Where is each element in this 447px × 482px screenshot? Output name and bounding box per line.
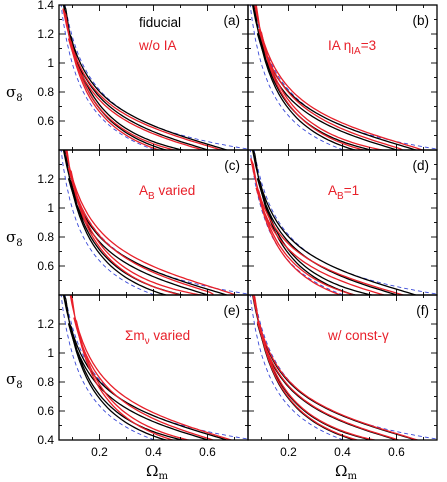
xlabel-col1: Ωm: [146, 462, 168, 482]
variant-outer-contour: [69, 295, 234, 440]
panel-a: 0.6 0.8 1 1.2 1.4 (a) fiducial w/o IA: [37, 0, 249, 151]
contours: [249, 150, 437, 295]
contours: [249, 295, 437, 440]
panel-d: (d) AB=1: [247, 149, 438, 296]
prior-band-lower: [60, 150, 156, 295]
y-tick-label: 1.2: [37, 27, 54, 41]
xlabel-col2: Ωm: [335, 462, 357, 482]
x-tick-label: 0.6: [388, 445, 405, 459]
panel-frame: [247, 294, 438, 441]
y-tick-label: 0.8: [37, 375, 54, 389]
variant-inner-contour: [67, 38, 205, 150]
prior-band-lower: [249, 295, 345, 440]
fiducial-outer-contour: [251, 5, 418, 150]
fiducial-inner-contour: [67, 322, 210, 440]
panel-e: 0.6 0.8 1 1.2 0.4 0.2 0.4 0.6 (e) Σmν varied: [37, 294, 249, 459]
panel-f: 0.2 0.4 0.6 (f) w/ const-γ: [247, 294, 438, 459]
fiducial-inner-contour: [67, 32, 210, 150]
y-tick-label: 1.2: [37, 317, 54, 331]
y-tick-label: 1.4: [37, 0, 54, 12]
panel-variant-label: IA ηIA=3: [328, 38, 376, 57]
x-tick-label: 0.2: [280, 445, 297, 459]
prior-band-lower: [60, 295, 156, 440]
fiducial-outer-contour: [62, 5, 229, 150]
panel-tag: (b): [413, 13, 430, 28]
x-tick-label: 0.6: [199, 445, 216, 459]
variant-outer-contour: [65, 150, 238, 295]
variant-inner-contour: [67, 167, 214, 295]
legend-wo-ia: w/o IA: [138, 38, 177, 53]
contours: [60, 150, 248, 295]
contours: [249, 5, 437, 150]
variant-inner-contour: [258, 28, 404, 150]
y-tick-label: 1: [47, 201, 54, 215]
panel-variant-label: Σmν varied: [125, 328, 190, 347]
y-tick-label: 1: [47, 346, 54, 360]
y-tick-label: 1: [47, 56, 54, 70]
ylabel-row2: σ8: [6, 228, 23, 249]
panel-variant-label: AB varied: [139, 183, 195, 202]
fiducial-inner-contour: [256, 322, 399, 440]
prior-band-lower: [60, 5, 156, 150]
panel-frame: [247, 4, 438, 151]
fiducial-outer-contour: [251, 295, 418, 440]
panel-variant-label: AB=1: [328, 183, 359, 202]
variant-outer-contour: [254, 5, 425, 150]
fiducial-outer-contour: [62, 295, 229, 440]
variant-inner-contour: [255, 187, 387, 295]
y-tick-label: 0.8: [37, 85, 54, 99]
y-tick-label: 0.4: [37, 433, 54, 447]
panel-variant-label: w/ const-γ: [327, 328, 389, 343]
x-tick-label: 0.2: [91, 445, 108, 459]
fiducial-outer-contour: [251, 150, 418, 295]
variant-inner-contour: [256, 321, 401, 440]
panel-tag: (a): [224, 13, 241, 28]
x-tick-label: 0.4: [334, 445, 351, 459]
prior-band-lower: [249, 5, 345, 150]
x-tick-label: 0.4: [145, 445, 162, 459]
panel-b: (b) IA ηIA=3: [247, 4, 438, 151]
y-tick-label: 0.8: [37, 230, 54, 244]
y-tick-label: 0.6: [37, 114, 54, 128]
panel-tag: (d): [413, 158, 430, 173]
panel-tag: (e): [224, 303, 241, 318]
y-tick-label: 1.2: [37, 172, 54, 186]
y-tick-label: 0.6: [37, 259, 54, 273]
ylabel-row1: σ8: [6, 83, 23, 104]
panel-tag: (c): [224, 158, 240, 173]
variant-outer-contour: [252, 295, 420, 440]
panels: 0.6 0.8 1 1.2 1.4 (a) fiducial w/o IA (b) IA ηIA=…: [37, 0, 438, 459]
variant-outer-contour: [250, 158, 406, 295]
panel-c: 0.6 0.8 1 1.2 (c) AB varied: [37, 149, 249, 296]
contours: [60, 5, 248, 150]
variant-outer-contour: [62, 8, 224, 150]
y-tick-label: 0.6: [37, 404, 54, 418]
variant-inner-contour: [73, 317, 215, 440]
contours: [60, 295, 248, 440]
panel-tag: (f): [416, 303, 429, 318]
fiducial-inner-contour: [67, 177, 210, 295]
panel-frame: [247, 149, 438, 296]
legend-fiducial: fiducial: [139, 15, 181, 30]
ylabel-row3: σ8: [6, 370, 23, 391]
